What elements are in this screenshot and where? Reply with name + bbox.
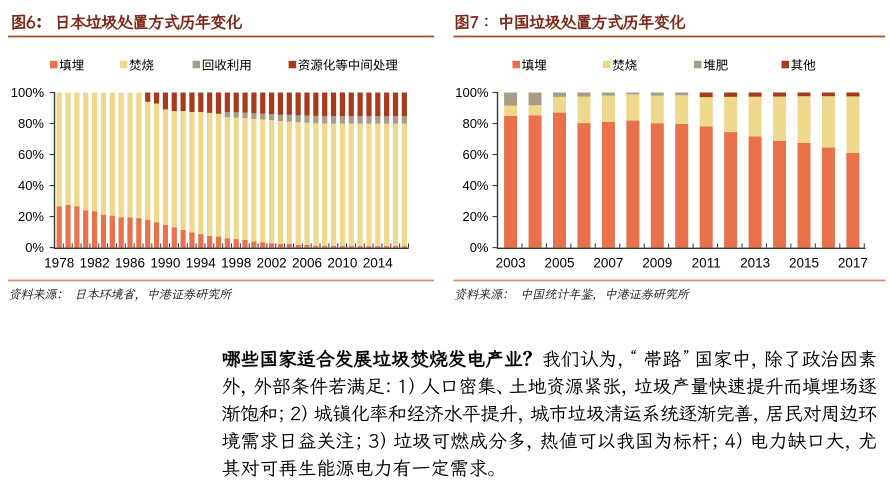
svg-text:80%: 80% [462, 116, 488, 131]
svg-text:2002: 2002 [257, 256, 287, 271]
svg-text:2005: 2005 [544, 256, 574, 271]
svg-text:0%: 0% [470, 240, 489, 255]
svg-text:0%: 0% [25, 240, 44, 255]
svg-text:2011: 2011 [692, 256, 721, 271]
svg-text:2007: 2007 [593, 256, 623, 271]
svg-text:40%: 40% [462, 178, 488, 193]
svg-text:2009: 2009 [642, 256, 672, 271]
svg-text:80%: 80% [18, 116, 44, 131]
svg-text:2013: 2013 [740, 256, 770, 271]
svg-text:60%: 60% [18, 147, 44, 162]
svg-text:100%: 100% [455, 85, 489, 100]
svg-text:1990: 1990 [150, 256, 180, 271]
svg-text:1986: 1986 [115, 256, 145, 271]
svg-text:2017: 2017 [838, 256, 868, 271]
svg-text:60%: 60% [462, 147, 488, 162]
svg-text:2010: 2010 [327, 256, 357, 271]
svg-text:2015: 2015 [789, 256, 819, 271]
svg-text:1994: 1994 [186, 256, 217, 271]
svg-text:2014: 2014 [363, 256, 394, 271]
svg-text:1978: 1978 [44, 256, 74, 271]
svg-text:20%: 20% [18, 209, 44, 224]
svg-text:20%: 20% [462, 209, 488, 224]
svg-text:2003: 2003 [496, 256, 526, 271]
svg-text:2006: 2006 [292, 256, 322, 271]
svg-text:40%: 40% [18, 178, 44, 193]
svg-text:1982: 1982 [80, 256, 110, 271]
svg-text:100%: 100% [11, 85, 45, 100]
svg-text:1998: 1998 [221, 256, 251, 271]
